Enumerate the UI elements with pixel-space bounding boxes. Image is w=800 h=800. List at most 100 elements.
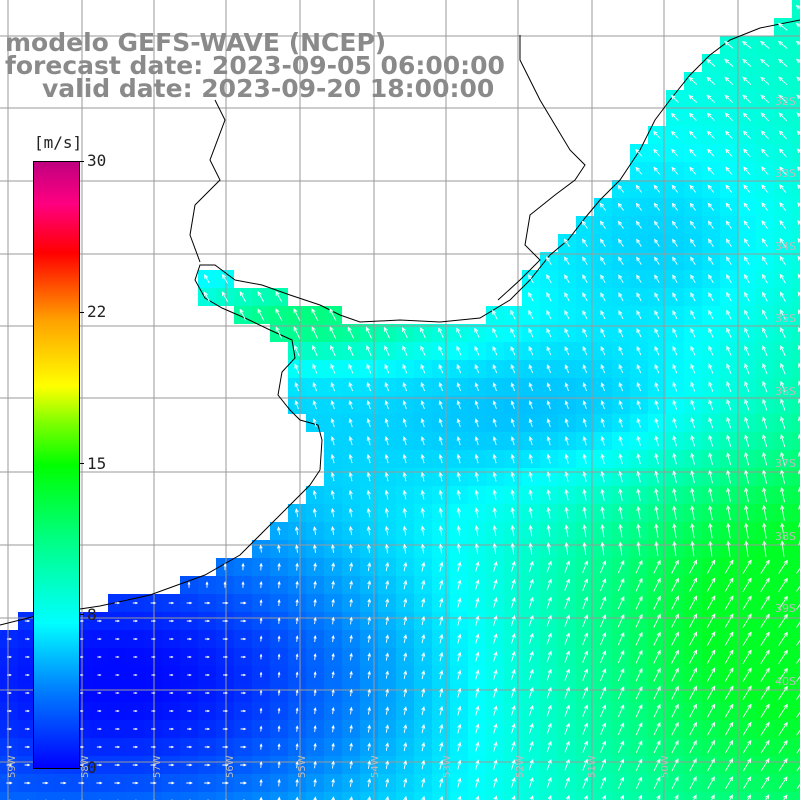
wind-arrow	[492, 400, 497, 409]
wind-arrow	[438, 435, 443, 446]
wind-speed-cell	[792, 396, 800, 414]
wind-arrow	[439, 795, 444, 800]
wind-arrow	[653, 202, 660, 211]
wind-arrow	[582, 614, 589, 627]
colorbar-label-15: 15	[87, 454, 107, 473]
wind-arrow	[151, 673, 156, 677]
wind-arrow	[240, 745, 247, 749]
wind-arrow	[778, 577, 788, 592]
wind-speed-cell	[792, 702, 800, 720]
wind-arrow	[277, 653, 281, 660]
wind-arrow	[563, 238, 570, 247]
wind-arrow	[564, 256, 570, 266]
wind-arrow	[25, 709, 30, 713]
wind-arrow	[617, 559, 625, 574]
wind-arrow	[367, 634, 371, 643]
wind-arrow	[510, 400, 515, 409]
wind-arrow	[528, 274, 534, 284]
wind-arrow	[492, 542, 497, 555]
wind-arrow	[672, 452, 677, 465]
wind-arrow	[313, 616, 317, 625]
wind-arrow	[600, 650, 607, 664]
wind-arrow	[672, 487, 677, 502]
wind-arrow	[403, 741, 408, 752]
wind-arrow	[331, 706, 335, 715]
wind-arrow	[240, 781, 248, 785]
wind-arrow	[348, 489, 353, 500]
wind-arrow	[778, 649, 788, 664]
wind-arrow	[510, 309, 516, 320]
wind-arrow	[97, 637, 102, 641]
wind-arrow	[259, 707, 263, 714]
wind-arrow	[762, 451, 768, 466]
wind-arrow	[348, 453, 353, 464]
colorbar-label-0: 0	[87, 758, 97, 777]
wind-arrow	[708, 238, 714, 247]
wind-speed-cell	[792, 378, 800, 396]
wind-arrow	[240, 763, 247, 767]
wind-arrow	[294, 400, 299, 410]
wind-arrow	[798, 309, 800, 315]
wind-arrow	[150, 601, 157, 605]
wind-arrow	[528, 614, 534, 627]
wind-speed-cell	[792, 18, 800, 36]
wind-arrow	[743, 184, 751, 194]
wind-arrow	[493, 759, 498, 770]
wind-arrow	[618, 758, 625, 771]
wind-arrow	[707, 202, 715, 211]
wind-arrow	[582, 453, 587, 464]
wind-arrow	[617, 595, 625, 610]
wind-arrow	[313, 796, 317, 800]
wind-arrow	[744, 309, 750, 320]
wind-arrow	[546, 291, 552, 302]
wind-arrow	[653, 148, 661, 157]
wind-arrow	[186, 619, 193, 623]
wind-arrow	[293, 326, 301, 339]
wind-arrow	[760, 58, 770, 67]
wind-arrow	[421, 759, 426, 770]
wind-arrow	[295, 580, 299, 589]
wind-arrow	[348, 435, 353, 446]
wind-speed-cell	[792, 504, 800, 522]
wind-arrow	[7, 691, 12, 695]
wind-arrow	[169, 655, 174, 659]
wind-arrow	[403, 706, 408, 715]
wind-arrow	[636, 435, 641, 446]
wind-arrow	[600, 256, 606, 265]
wind-arrow	[617, 577, 625, 592]
wind-arrow	[779, 237, 787, 248]
wind-arrow	[492, 309, 498, 320]
wind-arrow	[348, 381, 354, 392]
wind-arrow	[187, 691, 192, 695]
wind-arrow	[546, 632, 552, 645]
wind-arrow	[582, 524, 587, 537]
wind-speed-cell	[792, 558, 800, 576]
colorbar-label-22: 22	[87, 302, 107, 321]
wind-speed-cell	[216, 792, 234, 800]
wind-arrow	[474, 345, 480, 356]
wind-arrow	[25, 637, 31, 641]
wind-arrow	[635, 631, 643, 646]
wind-arrow	[564, 274, 570, 284]
wind-arrow	[743, 776, 752, 790]
colorbar-tick	[79, 766, 84, 767]
wind-arrow	[493, 687, 498, 698]
wind-arrow	[420, 471, 425, 482]
wind-arrow	[564, 578, 570, 591]
wind-arrow	[706, 595, 716, 611]
wind-arrow	[528, 686, 534, 699]
wind-arrow	[475, 633, 480, 644]
wind-arrow	[726, 469, 731, 484]
wind-arrow	[457, 795, 462, 800]
wind-arrow	[329, 308, 337, 322]
wind-arrow	[724, 595, 734, 610]
wind-arrow	[671, 649, 679, 664]
wind-arrow	[724, 130, 733, 140]
wind-arrow	[600, 364, 606, 374]
wind-speed-cell	[792, 432, 800, 450]
wind-arrow	[672, 256, 678, 265]
wind-arrow	[510, 578, 516, 591]
wind-arrow	[672, 540, 677, 557]
wind-arrow	[115, 727, 120, 731]
wind-arrow	[420, 327, 426, 339]
